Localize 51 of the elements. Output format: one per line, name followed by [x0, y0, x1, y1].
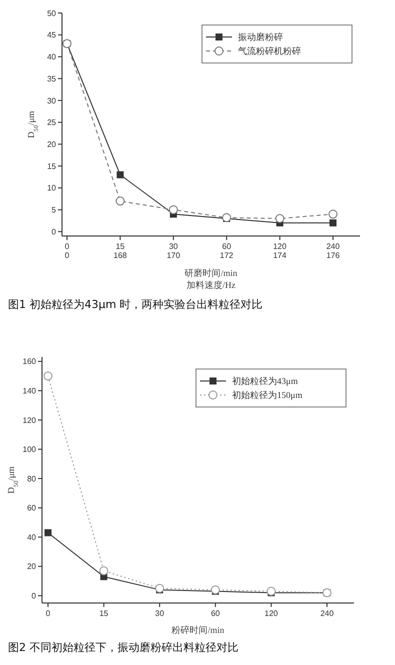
- y-tick-label: 0: [52, 227, 57, 236]
- x-tick-label: 240 176: [326, 242, 340, 260]
- y-tick-label: 40: [47, 52, 57, 62]
- y-tick-label: 60: [27, 504, 37, 513]
- x-tick-label: 120: [264, 609, 278, 618]
- point: [116, 196, 125, 206]
- point: [116, 171, 124, 178]
- y-tick-label: 45: [47, 30, 57, 40]
- y-tick-label: 20: [47, 140, 57, 149]
- point: [266, 586, 276, 596]
- x-tick-label: 15 168: [114, 242, 128, 260]
- y-tick-label: 15: [47, 162, 57, 171]
- y-tick-label: 25: [47, 118, 57, 128]
- legend-label: 初始粒径为150μm: [232, 390, 302, 400]
- y-tick-label: 35: [47, 74, 57, 84]
- x-axis-title: 粉碎时间/min: [172, 625, 225, 635]
- legend-label: 气流粉碎机粉碎: [238, 46, 301, 56]
- point: [155, 584, 164, 593]
- x-tick-label: 30: [155, 609, 165, 618]
- y-tick-label: 140: [22, 386, 37, 396]
- x-tick-label: 60 172: [220, 242, 234, 260]
- x-tick-label: 0 0: [64, 242, 70, 260]
- caption: 图2 不同初始粒径下，振动磨粉碎出料粒径对比: [8, 641, 238, 654]
- x-tick-label: 120 174: [273, 242, 288, 260]
- x-tick-label: 15: [99, 609, 109, 618]
- y-tick-label: 50: [47, 8, 57, 18]
- x-tick-label: 240: [320, 609, 334, 618]
- y-tick-label: 80: [27, 474, 37, 484]
- caption: 图1 初始粒径为43μm 时，两种实验台出料粒径对比: [8, 298, 263, 311]
- y-tick-label: 10: [47, 184, 57, 193]
- point: [328, 210, 338, 219]
- legend-label: 初始粒径为43μm: [232, 376, 298, 386]
- x-tick-label: 60: [210, 609, 220, 618]
- y-tick-label: 100: [22, 445, 37, 454]
- x-axis-title: 研磨时间/min 加料速度/Hz: [184, 268, 238, 290]
- y-tick-label: 120: [22, 416, 37, 425]
- y-tick-label: 30: [47, 96, 57, 106]
- y-tick-label: 5: [52, 206, 57, 215]
- y-tick-label: 0: [32, 591, 37, 600]
- point: [44, 529, 52, 536]
- point: [210, 585, 220, 594]
- point: [275, 214, 284, 224]
- x-tick-label: 30 170: [166, 242, 181, 260]
- point: [168, 205, 178, 214]
- point: [99, 566, 108, 576]
- point: [44, 372, 52, 381]
- point: [330, 219, 336, 226]
- y-tick-label: 20: [27, 562, 37, 572]
- legend-label: 振动磨粉碎: [238, 32, 283, 42]
- y-tick-label: 160: [22, 357, 37, 366]
- y-tick-label: 40: [27, 532, 37, 542]
